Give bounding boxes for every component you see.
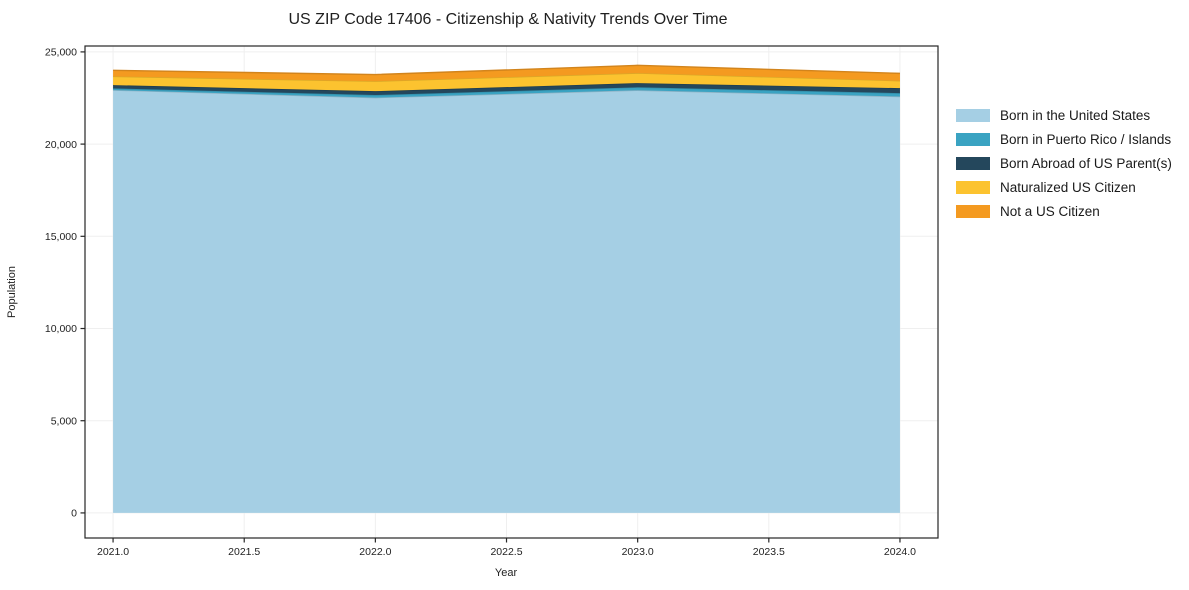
legend-swatch-born-abroad-of-us-parent-s <box>956 156 990 170</box>
legend-item-naturalized-us-citizen: Naturalized US Citizen <box>956 175 1172 199</box>
x-tick-label: 2023.0 <box>622 546 654 558</box>
y-tick-label: 0 <box>71 508 77 520</box>
legend-label: Born Abroad of US Parent(s) <box>1000 155 1172 171</box>
legend-label: Not a US Citizen <box>1000 203 1100 219</box>
y-tick-label: 15,000 <box>45 231 77 243</box>
legend-item-born-abroad-of-us-parent-s: Born Abroad of US Parent(s) <box>956 151 1172 175</box>
area-edge-not-a-us-citizen <box>113 64 900 76</box>
legend-swatch-born-in-the-united-states <box>956 108 990 122</box>
x-tick-label: 2023.5 <box>753 546 785 558</box>
x-tick-label: 2021.5 <box>228 546 260 558</box>
area-born-in-puerto-rico-islands <box>113 87 900 98</box>
legend-item-born-in-puerto-rico-islands: Born in Puerto Rico / Islands <box>956 127 1172 151</box>
y-tick-label: 20,000 <box>45 139 77 151</box>
legend-item-not-a-us-citizen: Not a US Citizen <box>956 199 1172 223</box>
legend-swatch-not-a-us-citizen <box>956 204 990 218</box>
area-naturalized-us-citizen <box>113 73 900 92</box>
x-tick-label: 2024.0 <box>884 546 916 558</box>
legend-label: Naturalized US Citizen <box>1000 179 1136 195</box>
legend-swatch-naturalized-us-citizen <box>956 180 990 194</box>
y-axis-label: Population <box>6 266 18 318</box>
y-tick-label: 10,000 <box>45 323 77 335</box>
area-born-in-the-united-states <box>113 90 900 513</box>
x-axis-label: Year <box>495 567 518 579</box>
plot-frame <box>84 45 939 539</box>
y-tick-label: 25,000 <box>45 47 77 59</box>
legend-swatch-born-in-puerto-rico-islands <box>956 132 990 146</box>
legend-item-born-in-the-united-states: Born in the United States <box>956 103 1172 127</box>
axis-tick-labels: 2021.0 2021.5 2022.0 2022.5 2023.0 2023.5 2024… <box>45 47 916 558</box>
legend-label: Born in Puerto Rico / Islands <box>1000 131 1172 147</box>
x-tick-label: 2021.0 <box>97 546 129 558</box>
y-tick-label: 5,000 <box>51 415 77 427</box>
legend-label: Born in the United States <box>1000 107 1151 123</box>
x-tick-label: 2022.0 <box>359 546 391 558</box>
plot-border <box>84 45 939 539</box>
axis-ticks <box>80 51 901 543</box>
area-not-a-us-citizen <box>113 65 900 82</box>
legend: Born in the United States Born in Puerto … <box>956 103 1172 223</box>
area-born-abroad-of-us-parent-s <box>113 83 900 96</box>
stacked-areas <box>113 64 900 513</box>
chart-title: US ZIP Code 17406 - Citizenship & Nativi… <box>289 11 728 28</box>
x-tick-label: 2022.5 <box>490 546 522 558</box>
